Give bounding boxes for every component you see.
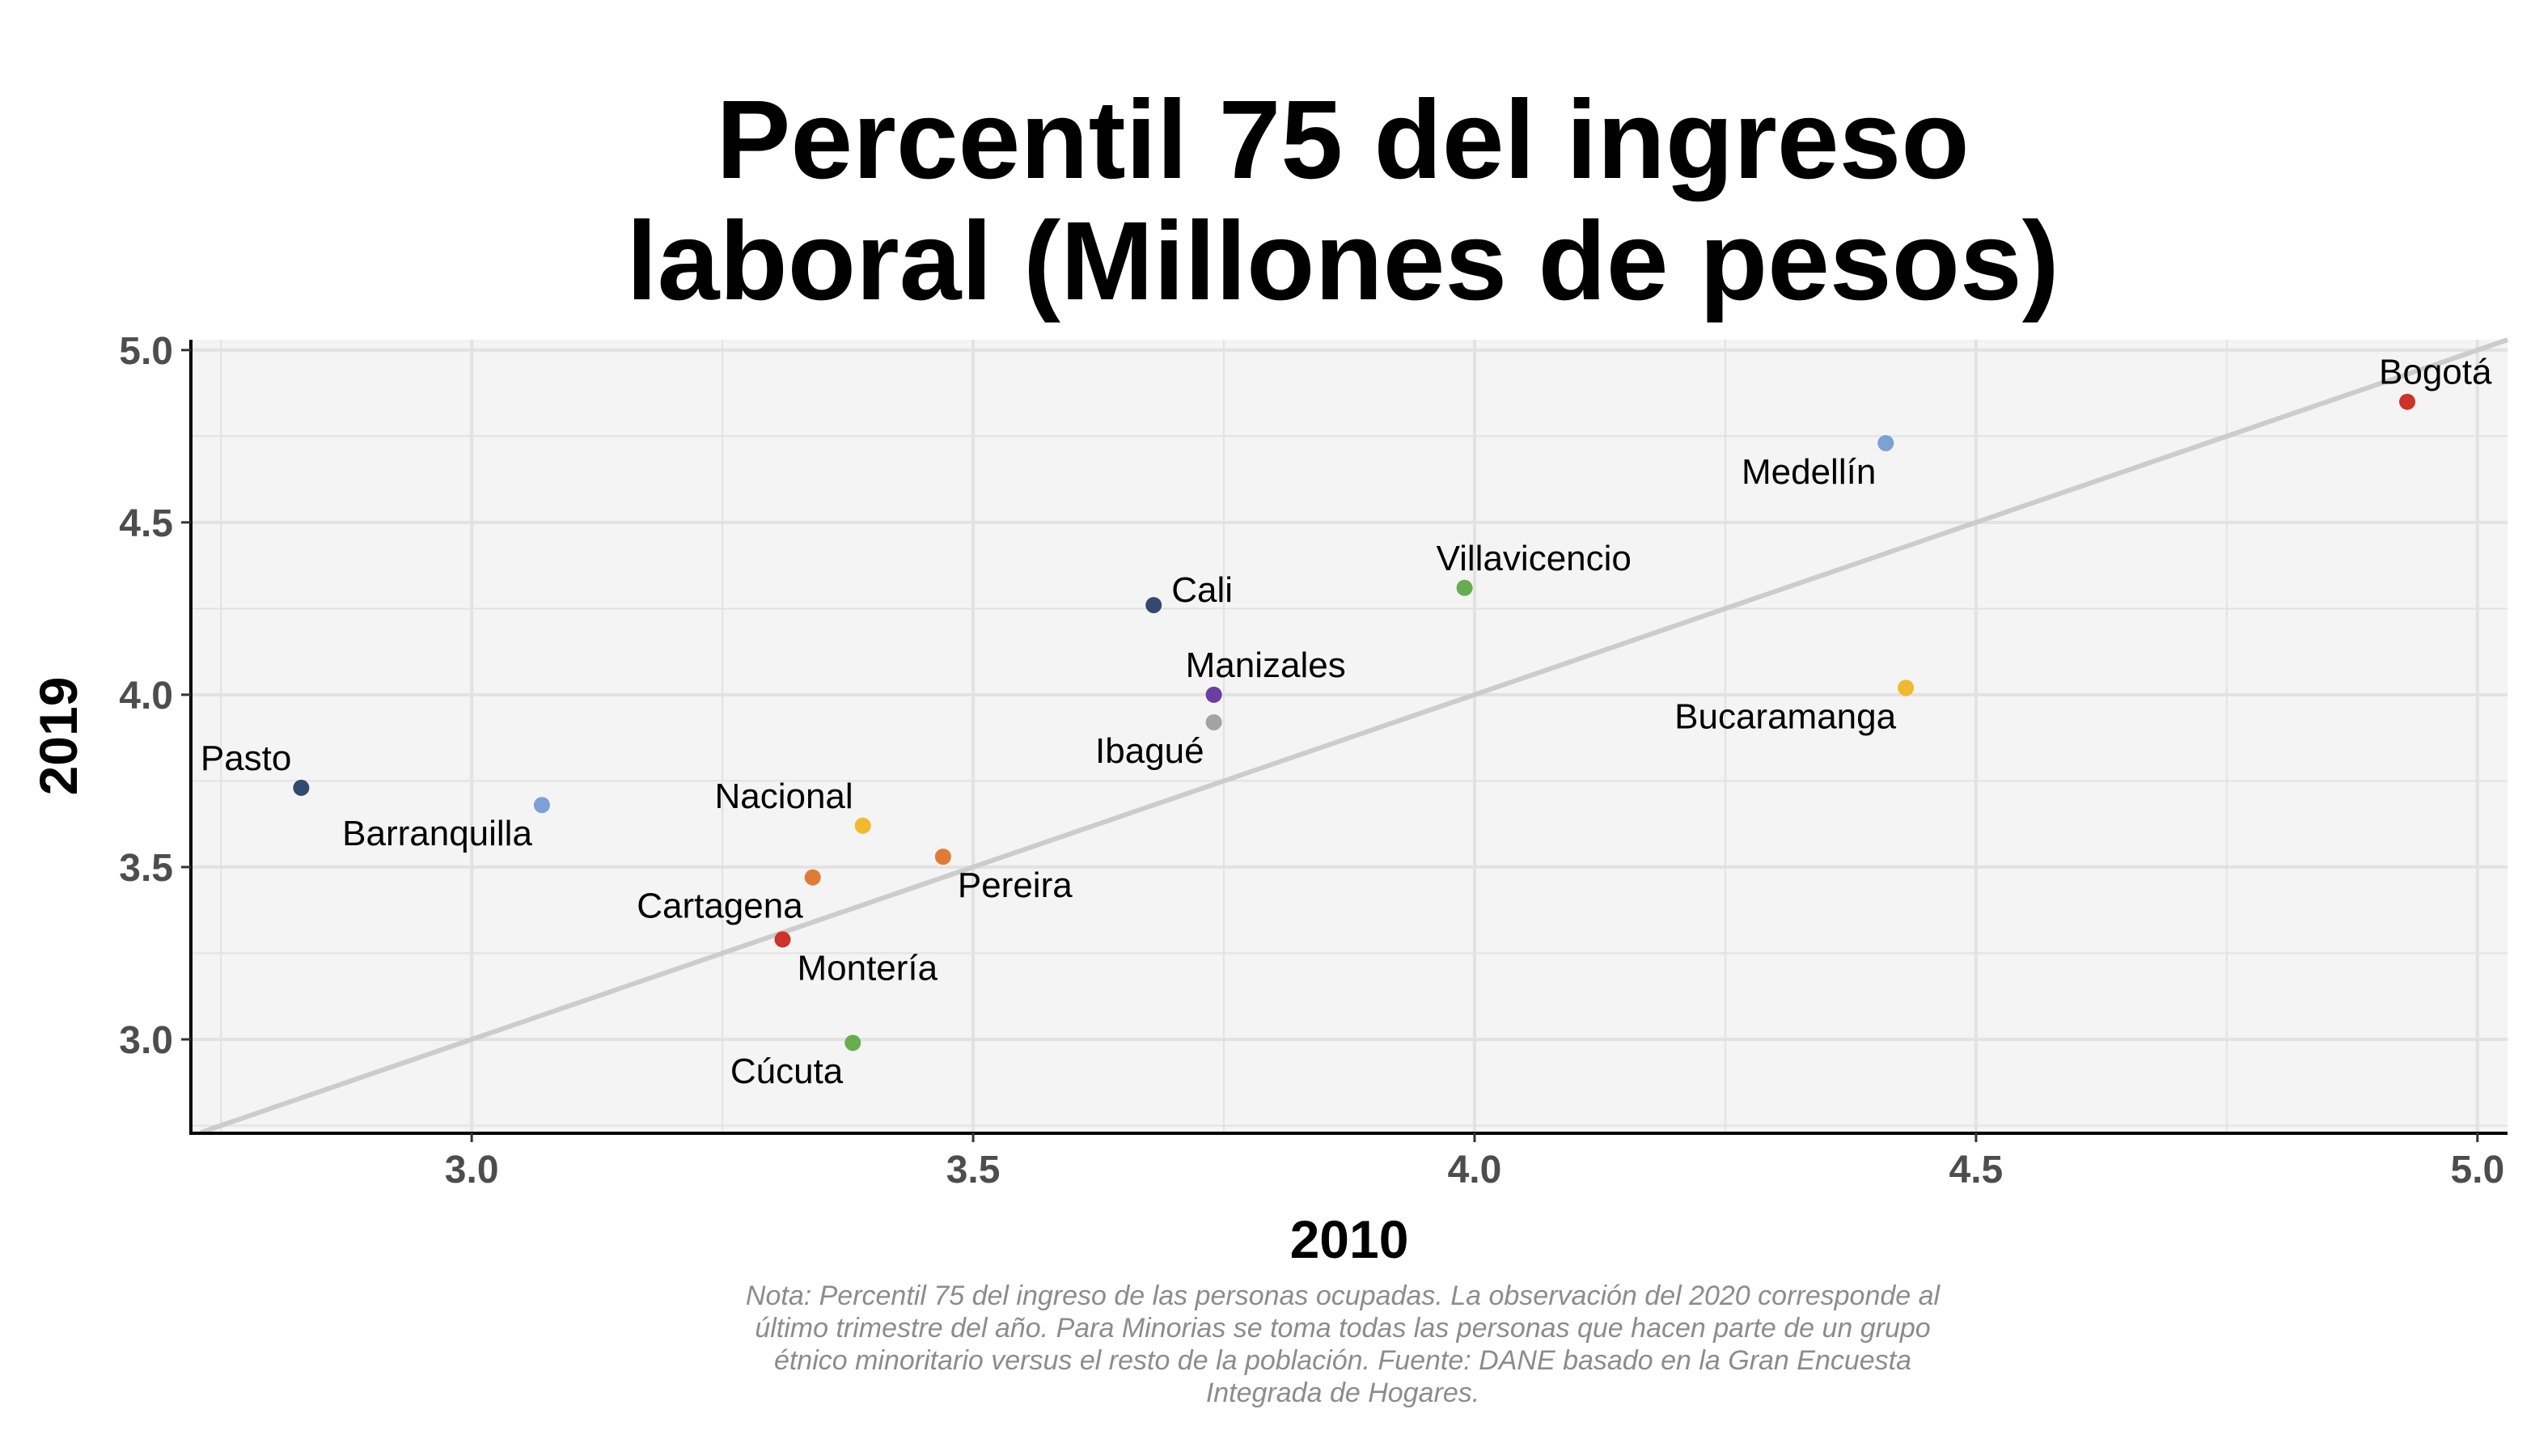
point-label: Pasto [201,739,292,778]
x-tick-label: 3.0 [445,1149,499,1191]
y-tick-label: 4.5 [119,502,173,545]
data-point [1877,434,1894,451]
x-tick-label: 4.5 [1949,1149,2004,1191]
data-point [2399,393,2416,410]
point-label: Manizales [1186,645,1346,685]
point-label: Pereira [958,866,1073,905]
chart-title-line-2: laboral (Millones de pesos) [626,199,2059,324]
note-line-1: Nota: Percentil 75 del ingreso de las pe… [746,1280,1941,1311]
point-label: Villavicencio [1437,539,1632,578]
y-tick-label: 3.5 [119,847,173,890]
y-tick-label: 5.0 [119,330,173,373]
data-point [844,1035,861,1052]
x-tick-label: 4.0 [1448,1149,1502,1191]
data-point [1898,679,1915,696]
point-label: Bogotá [2379,353,2492,392]
data-point [804,869,821,886]
data-point [774,931,791,948]
note-line-3: étnico minoritario versus el resto de la… [774,1345,1911,1376]
point-label: Bucaramanga [1674,696,1896,736]
point-label: Medellín [1742,452,1876,492]
reference-line-layer [200,337,2508,1135]
data-point [1145,597,1162,614]
note-line-2: último trimestre del año. Para Minorias … [755,1313,1930,1344]
y-axis-title: 2019 [28,677,88,796]
point-label: Cartagena [637,887,803,926]
y-tick-label: 3.0 [119,1019,173,1062]
x-axis-title: 2010 [1290,1209,1409,1269]
point-label: Montería [797,948,938,988]
point-label: Barranquilla [342,814,532,853]
axis-ticks: 3.0 3.5 4.0 4.5 5.0 3.0 3.5 4.0 4.5 5.0 [119,330,2504,1191]
point-label: Cali [1171,570,1233,610]
data-points [293,393,2416,1052]
grid-lines [191,340,2508,1132]
x-tick-label: 5.0 [2450,1149,2504,1191]
y-tick-label: 4.0 [119,675,173,717]
data-point [1205,713,1222,730]
data-point [1205,686,1222,703]
point-labels: Bogotá Medellín Villavicencio Cali Manizales… [201,353,2492,1092]
chart-title-line-1: Percentil 75 del ingreso [716,78,1969,202]
data-point [293,779,310,796]
data-point [854,817,871,834]
point-label: Nacional [714,777,853,816]
data-point [934,849,951,866]
note-line-4: Integrada de Hogares. [1206,1378,1479,1408]
point-label: Cúcuta [730,1052,844,1091]
point-label: Ibagué [1095,731,1204,771]
x-tick-label: 3.5 [946,1149,1001,1191]
data-point [533,797,550,814]
reference-line [200,337,2508,1135]
data-point [1456,579,1473,596]
